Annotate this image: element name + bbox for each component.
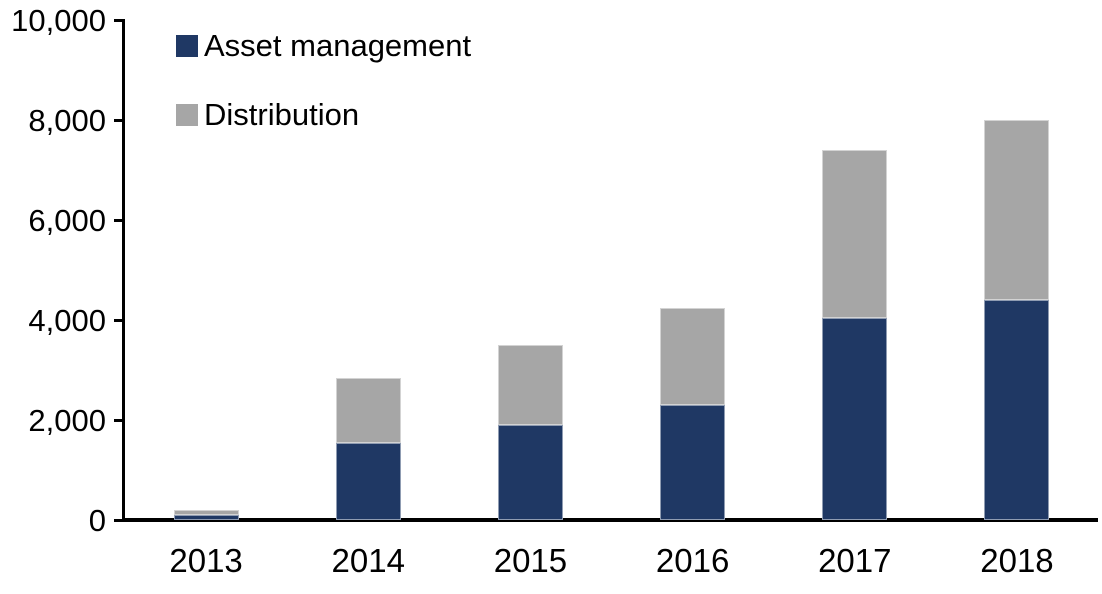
legend-label-distribution: Distribution <box>204 97 360 132</box>
legend-item-asset-management: Asset management <box>176 30 471 61</box>
legend-item-distribution: Distribution <box>176 99 471 130</box>
bar-stack-2018 <box>984 120 1050 520</box>
bar-segment-2017-asset-management <box>822 317 888 520</box>
y-tick-label: 0 <box>88 502 106 538</box>
bar-stack-2016 <box>660 307 726 520</box>
bar-slot-2017 <box>774 20 936 520</box>
bar-stack-2013 <box>173 510 239 520</box>
bar-segment-2015-asset-management <box>497 425 563 520</box>
x-tick-label-2014: 2014 <box>331 542 405 579</box>
legend-swatch-distribution-icon <box>176 103 198 126</box>
bar-slot-2015 <box>449 20 611 520</box>
y-tick-label: 10,000 <box>11 2 106 38</box>
x-tick-label-2017: 2017 <box>818 542 892 579</box>
y-tick-label: 2,000 <box>28 402 106 438</box>
y-tick <box>114 18 125 22</box>
bar-stack-2014 <box>335 377 401 520</box>
y-tick <box>114 218 125 222</box>
y-tick-label: 4,000 <box>28 302 106 338</box>
bar-segment-2013-distribution <box>173 510 239 515</box>
x-tick-label-2015: 2015 <box>493 542 568 579</box>
bars-container <box>125 20 1098 520</box>
bar-segment-2013-asset-management <box>173 515 239 520</box>
x-axis-labels: 2013 2014 2015 2016 2017 2018 <box>125 542 1098 580</box>
y-tick <box>114 318 125 322</box>
y-axis-line <box>122 19 125 522</box>
bar-segment-2014-asset-management <box>335 442 401 520</box>
y-tick <box>114 418 125 422</box>
legend-label-asset-management: Asset management <box>204 28 472 63</box>
x-axis-line <box>122 518 1098 522</box>
bar-slot-2013 <box>125 20 287 520</box>
y-tick-label: 6,000 <box>28 202 106 238</box>
y-tick <box>114 518 125 522</box>
bar-segment-2017-distribution <box>822 150 888 318</box>
legend-swatch-asset-management-icon <box>176 34 198 57</box>
x-tick-label-2016: 2016 <box>655 542 730 579</box>
bar-stack-2015 <box>497 345 563 520</box>
bar-segment-2016-distribution <box>660 307 726 405</box>
bar-segment-2015-distribution <box>497 345 563 425</box>
y-tick <box>114 118 125 122</box>
bar-segment-2016-asset-management <box>660 405 726 520</box>
legend: Asset management Distribution <box>176 30 471 130</box>
bar-slot-2016 <box>612 20 774 520</box>
x-tick-label-2018: 2018 <box>980 542 1054 579</box>
x-tick-label-2013: 2013 <box>169 542 243 579</box>
bar-slot-2014 <box>287 20 449 520</box>
y-tick-label: 8,000 <box>28 102 106 138</box>
bar-segment-2014-distribution <box>335 377 401 443</box>
bar-stack-2017 <box>822 150 888 520</box>
bar-segment-2018-asset-management <box>984 300 1050 520</box>
bar-segment-2018-distribution <box>984 120 1050 300</box>
bar-slot-2018 <box>936 20 1098 520</box>
